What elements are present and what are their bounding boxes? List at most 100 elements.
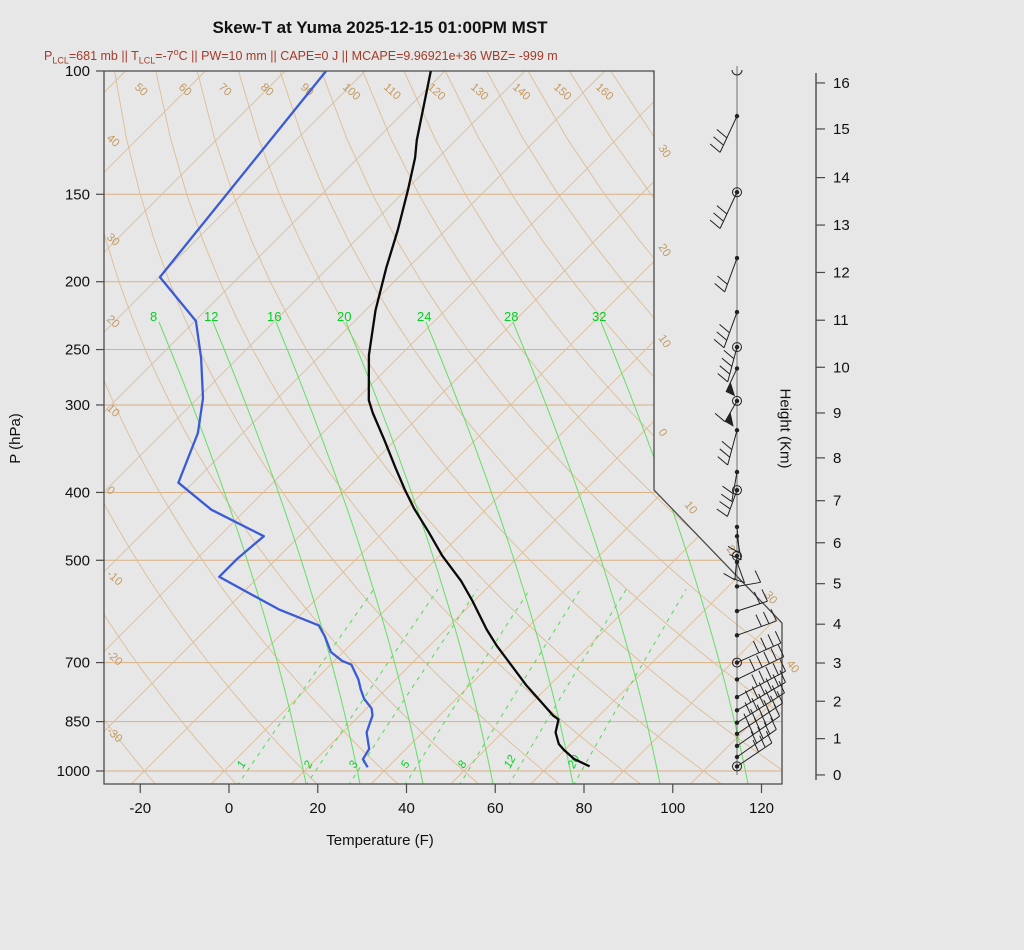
pressure-tick-label-700: 700 <box>65 655 90 672</box>
mixing-ratio-labels: 1 2 3 5 8 12 20 <box>235 753 583 771</box>
wind-barb-p784 <box>734 659 787 700</box>
plot-frame <box>103 70 783 785</box>
wind-barb-p700 <box>732 631 782 668</box>
moist-adiabat-labels: 8 12 16 20 24 28 32 <box>150 309 606 324</box>
dry-adiabat-60C <box>279 71 782 784</box>
isotherm--100C <box>104 71 286 784</box>
wind-barb-p296 <box>714 395 742 427</box>
barb-shaft <box>736 536 742 560</box>
grid-lines <box>104 71 782 784</box>
station-circle <box>732 187 742 198</box>
moist-adiabat-label-12: 12 <box>204 309 218 324</box>
pressure-tick-label-500: 500 <box>65 552 90 569</box>
barb-feather <box>758 670 765 683</box>
height-tick-label-15: 15 <box>833 121 850 138</box>
barb-shaft <box>736 656 784 680</box>
isotherm-10C <box>450 71 782 784</box>
y-axis-title: P (hPa) <box>6 413 24 464</box>
isotherm-label-right-20: 20 <box>656 242 673 259</box>
sounding-parameters-subtitle: PLCL=681 mb || TLCL=-7oC || PW=10 mm || … <box>44 47 558 66</box>
wind-barb-p591 <box>734 589 768 614</box>
barb-feather <box>763 651 770 664</box>
mixing-ratio-line-12 <box>507 589 627 784</box>
temp-tick-label-80: 80 <box>576 800 593 817</box>
dry-adiabat-30C <box>155 71 644 784</box>
barb-shaft <box>724 400 738 422</box>
isotherm-label-left--10: -10 <box>104 568 124 588</box>
mixing-ratio-label-1: 1 <box>235 759 249 770</box>
barb-feather <box>751 674 758 687</box>
barb-feather <box>759 735 766 748</box>
barb-feather <box>779 659 787 672</box>
wind-barb-p503 <box>732 559 745 584</box>
dry-adiabat-80C <box>362 71 782 784</box>
barb-feather <box>723 349 735 360</box>
barb-feather <box>744 690 752 703</box>
height-tick-label-0: 0 <box>833 767 841 784</box>
barb-feather <box>709 219 721 229</box>
barb-shaft <box>736 692 785 724</box>
barb-feather <box>751 697 758 711</box>
dry-adiabat-50C <box>238 71 782 784</box>
barb-shaft <box>736 742 773 767</box>
moist-adiabat-28 <box>512 321 661 784</box>
height-tick-label-5: 5 <box>833 576 841 593</box>
temp-tick-label--20: -20 <box>129 800 151 817</box>
station-dot <box>734 487 740 493</box>
isotherm--110C <box>104 71 206 784</box>
height-axis-title: Height (Km) <box>776 388 794 469</box>
height-tick-label-16: 16 <box>833 75 850 92</box>
pressure-tick-label-400: 400 <box>65 484 90 501</box>
dry-adiabat--10C <box>104 71 320 784</box>
barb-feather <box>717 275 728 285</box>
isotherm-40C <box>690 71 782 784</box>
barb-feather <box>760 713 767 726</box>
mixing-ratio-line-2 <box>305 589 439 784</box>
barb-feather <box>757 726 764 739</box>
isotherm-label-left-20: 20 <box>104 313 122 330</box>
isotherm--90C <box>104 71 366 784</box>
barb-feather <box>755 614 762 627</box>
wind-barb-p853 <box>734 680 785 725</box>
isotherm--20C <box>210 71 782 784</box>
wind-barb-p640 <box>734 608 777 638</box>
temp-tick-label-100: 100 <box>660 800 685 817</box>
barb-feather <box>716 508 728 517</box>
barb-shaft <box>724 257 738 293</box>
station-dot <box>734 398 740 404</box>
wind-barb-p149 <box>709 187 742 229</box>
barb-feather <box>719 365 731 375</box>
height-tick-label-11: 11 <box>833 312 849 329</box>
mixing-ratio-line-3 <box>347 589 478 784</box>
isotherm--60C <box>104 71 606 784</box>
isotherm-label-slant-40: 40 <box>784 658 801 676</box>
moist-adiabat-label-24: 24 <box>417 309 431 324</box>
mixing-ratio-line-8 <box>458 589 581 784</box>
isotherm-0C <box>370 71 782 784</box>
barb-feather <box>758 693 765 706</box>
barb-feather <box>719 448 731 458</box>
barb-feather <box>760 637 767 650</box>
wind-barb-p266 <box>725 366 740 397</box>
barb-feather <box>719 324 730 334</box>
barb-feather <box>772 662 779 676</box>
height-tick-label-14: 14 <box>833 170 850 187</box>
dewpoint-curve <box>158 70 374 768</box>
height-tick-label-12: 12 <box>833 264 850 281</box>
barb-feather <box>717 373 729 383</box>
barb-feather <box>722 485 734 495</box>
barb-feather <box>751 686 759 699</box>
pressure-tick-label-150: 150 <box>65 186 90 203</box>
height-tick-label-3: 3 <box>833 655 841 672</box>
station-dot <box>734 366 740 371</box>
wind-barb-p326 <box>717 428 740 466</box>
wind-barb-p985 <box>732 730 773 772</box>
barb-feather <box>753 717 761 731</box>
barb-feather <box>716 129 728 139</box>
barb-feather <box>750 731 758 744</box>
barb-feather <box>770 717 777 730</box>
x-axis-title: Temperature (F) <box>326 832 434 849</box>
height-tick-label-8: 8 <box>833 450 841 467</box>
adiabat-label-top-60: 60 <box>176 81 194 98</box>
